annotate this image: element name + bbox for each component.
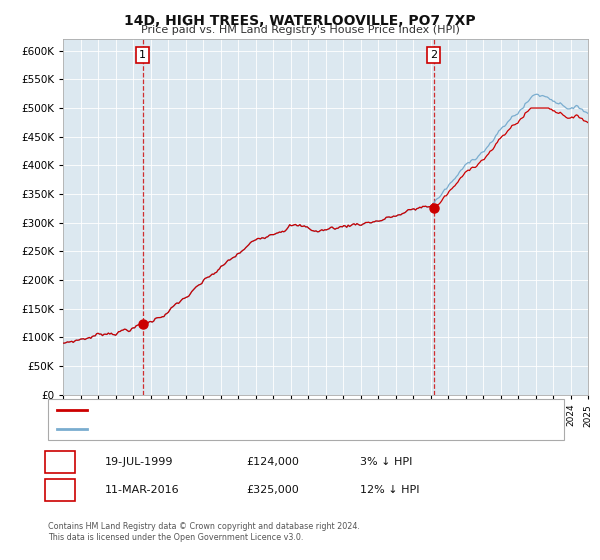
Text: 2: 2 [56, 483, 64, 497]
Text: 3% ↓ HPI: 3% ↓ HPI [360, 457, 412, 467]
Text: 2: 2 [430, 50, 437, 60]
Text: 12% ↓ HPI: 12% ↓ HPI [360, 485, 419, 495]
Text: 14D, HIGH TREES, WATERLOOVILLE, PO7 7XP (detached house): 14D, HIGH TREES, WATERLOOVILLE, PO7 7XP … [93, 405, 422, 415]
Text: £325,000: £325,000 [246, 485, 299, 495]
Text: Contains HM Land Registry data © Crown copyright and database right 2024.: Contains HM Land Registry data © Crown c… [48, 522, 360, 531]
Text: 1: 1 [56, 455, 64, 469]
Text: 14D, HIGH TREES, WATERLOOVILLE, PO7 7XP: 14D, HIGH TREES, WATERLOOVILLE, PO7 7XP [124, 14, 476, 28]
Text: Price paid vs. HM Land Registry's House Price Index (HPI): Price paid vs. HM Land Registry's House … [140, 25, 460, 35]
Text: £124,000: £124,000 [246, 457, 299, 467]
Text: 1: 1 [139, 50, 146, 60]
Text: HPI: Average price, detached house, Havant: HPI: Average price, detached house, Hava… [93, 424, 323, 433]
Text: 11-MAR-2016: 11-MAR-2016 [105, 485, 179, 495]
Text: 19-JUL-1999: 19-JUL-1999 [105, 457, 173, 467]
Text: This data is licensed under the Open Government Licence v3.0.: This data is licensed under the Open Gov… [48, 533, 304, 542]
